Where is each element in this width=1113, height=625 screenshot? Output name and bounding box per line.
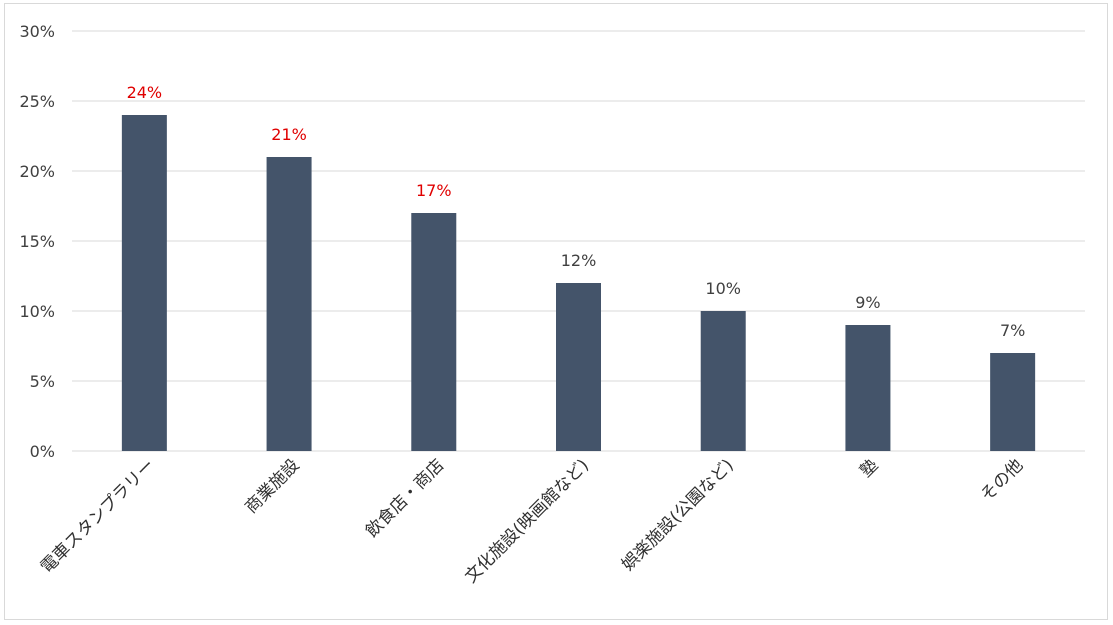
bar xyxy=(845,325,891,451)
data-labels: 24% 21% 17% 12% 10% 9% 7% xyxy=(127,83,1026,340)
data-label: 12% xyxy=(561,251,597,270)
y-tick-label: 20% xyxy=(19,162,55,181)
data-label: 24% xyxy=(127,83,163,102)
category-label: 文化施設(映画館など) xyxy=(461,455,593,587)
y-tick-label: 10% xyxy=(19,302,55,321)
category-label: 塾 xyxy=(856,455,883,482)
y-tick-label: 0% xyxy=(30,442,55,461)
category-label: 娯楽施設(公園など) xyxy=(618,455,738,575)
data-label: 7% xyxy=(1000,321,1025,340)
bar xyxy=(700,311,746,451)
data-label: 10% xyxy=(705,279,741,298)
category-labels: 電車スタンプラリー 商業施設 飲食店・商店 文化施設(映画館など) 娯楽施設(公園など)… xyxy=(37,455,1027,587)
bar xyxy=(411,213,457,451)
y-axis-ticks: 0% 5% 10% 15% 20% 25% 30% xyxy=(19,22,55,461)
gridlines xyxy=(72,30,1085,452)
data-label: 9% xyxy=(855,293,880,312)
bar xyxy=(266,157,312,451)
category-label: 商業施設 xyxy=(241,455,303,517)
y-tick-label: 30% xyxy=(19,22,55,41)
y-tick-label: 15% xyxy=(19,232,55,251)
category-label: 飲食店・商店 xyxy=(362,455,448,541)
y-tick-label: 5% xyxy=(30,372,55,391)
category-label: 電車スタンプラリー xyxy=(37,455,159,577)
bar xyxy=(121,115,167,451)
data-label: 21% xyxy=(271,125,307,144)
y-tick-label: 25% xyxy=(19,92,55,111)
bar xyxy=(556,283,601,451)
category-label: その他 xyxy=(977,455,1027,505)
data-label: 17% xyxy=(416,181,452,200)
bar xyxy=(990,353,1036,451)
bars xyxy=(121,115,1036,451)
